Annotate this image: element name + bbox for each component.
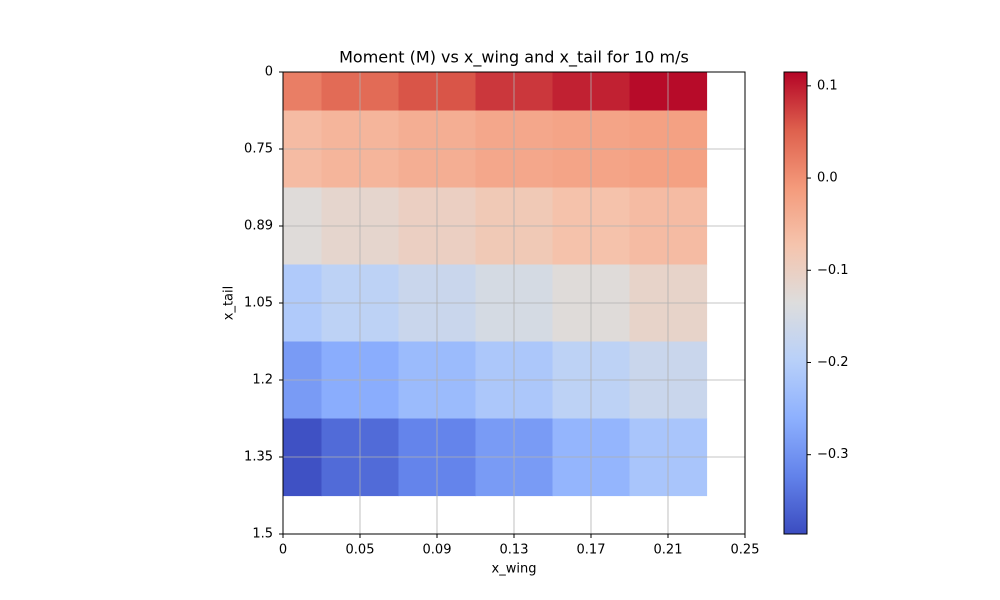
x-tick-label: 0.21: [654, 543, 683, 558]
x-tick-label: 0.05: [346, 543, 375, 558]
colorbar-tick-label: 0.0: [817, 171, 838, 186]
x-tick-label: 0.09: [423, 543, 452, 558]
colorbar: [783, 71, 808, 535]
y-axis-label: x_tail: [222, 286, 237, 320]
colorbar-tick-label: −0.3: [817, 447, 849, 462]
y-tick-label: 1.35: [244, 450, 273, 465]
y-tick-label: 1.05: [244, 296, 273, 311]
plot-frame: [282, 71, 746, 535]
y-tick-label: 0.75: [244, 142, 273, 157]
colorbar-tick-label: −0.2: [817, 355, 849, 370]
x-axis-label: x_wing: [492, 562, 537, 577]
y-tick-label: 0: [265, 65, 273, 80]
y-tick-label: 1.2: [252, 373, 273, 388]
x-tick-label: 0: [279, 543, 287, 558]
y-tick-label: 0.89: [244, 219, 273, 234]
x-tick-label: 0.13: [500, 543, 529, 558]
x-tick-label: 0.17: [577, 543, 606, 558]
chart-title: Moment (M) vs x_wing and x_tail for 10 m…: [339, 48, 689, 68]
heat-cell: [283, 72, 323, 112]
colorbar-tick-label: −0.1: [817, 263, 849, 278]
x-tick-label: 0.25: [731, 543, 760, 558]
y-tick-label: 1.5: [252, 527, 273, 542]
colorbar-tick-label: 0.1: [817, 78, 838, 93]
